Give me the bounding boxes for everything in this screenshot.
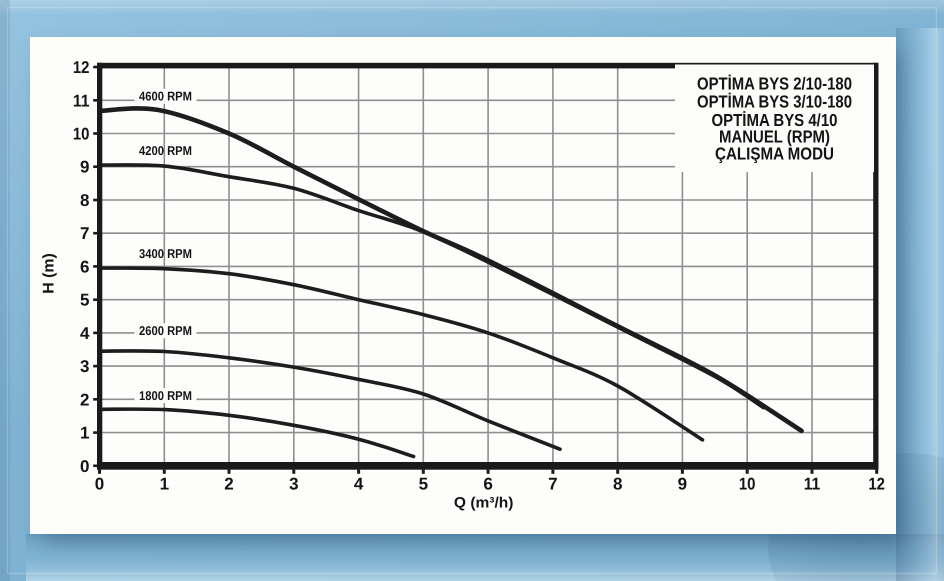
svg-text:3400 RPM: 3400 RPM bbox=[139, 246, 192, 261]
svg-text:0: 0 bbox=[95, 475, 104, 494]
svg-text:11: 11 bbox=[73, 91, 90, 110]
svg-text:MANUEL (RPM): MANUEL (RPM) bbox=[719, 127, 830, 147]
svg-text:1: 1 bbox=[160, 475, 169, 494]
svg-text:6: 6 bbox=[483, 475, 492, 494]
svg-text:10: 10 bbox=[73, 125, 90, 144]
svg-text:8: 8 bbox=[613, 475, 622, 494]
svg-text:2600 RPM: 2600 RPM bbox=[139, 323, 192, 338]
svg-text:4200 RPM: 4200 RPM bbox=[139, 143, 192, 158]
svg-text:8: 8 bbox=[80, 191, 89, 210]
svg-text:3: 3 bbox=[289, 475, 298, 494]
svg-text:10: 10 bbox=[739, 475, 756, 494]
svg-text:OPTİMA BYS 2/10-180: OPTİMA BYS 2/10-180 bbox=[697, 74, 852, 94]
svg-text:0: 0 bbox=[80, 457, 89, 476]
svg-text:2: 2 bbox=[80, 390, 89, 409]
svg-text:4600 RPM: 4600 RPM bbox=[139, 89, 192, 104]
svg-text:OPTİMA BYS 4/10: OPTİMA BYS 4/10 bbox=[712, 110, 838, 130]
svg-text:OPTİMA BYS 3/10-180: OPTİMA BYS 3/10-180 bbox=[697, 92, 852, 112]
svg-text:4: 4 bbox=[354, 475, 364, 494]
svg-text:6: 6 bbox=[80, 257, 89, 276]
svg-text:4: 4 bbox=[80, 324, 90, 343]
svg-text:Q (m³/h): Q (m³/h) bbox=[454, 495, 514, 512]
svg-text:2: 2 bbox=[224, 475, 233, 494]
svg-text:11: 11 bbox=[804, 475, 821, 494]
svg-text:1800 RPM: 1800 RPM bbox=[139, 388, 192, 403]
svg-text:12: 12 bbox=[73, 58, 90, 77]
svg-text:ÇALIŞMA MODU: ÇALIŞMA MODU bbox=[715, 144, 834, 164]
svg-text:5: 5 bbox=[419, 475, 428, 494]
svg-text:5: 5 bbox=[80, 291, 89, 310]
svg-text:9: 9 bbox=[80, 158, 89, 177]
svg-text:H (m): H (m) bbox=[41, 253, 58, 294]
svg-text:1: 1 bbox=[80, 424, 89, 443]
svg-text:9: 9 bbox=[678, 475, 687, 494]
svg-text:3: 3 bbox=[80, 357, 89, 376]
svg-text:7: 7 bbox=[548, 475, 557, 494]
svg-text:12: 12 bbox=[868, 475, 885, 494]
svg-text:7: 7 bbox=[80, 224, 89, 243]
